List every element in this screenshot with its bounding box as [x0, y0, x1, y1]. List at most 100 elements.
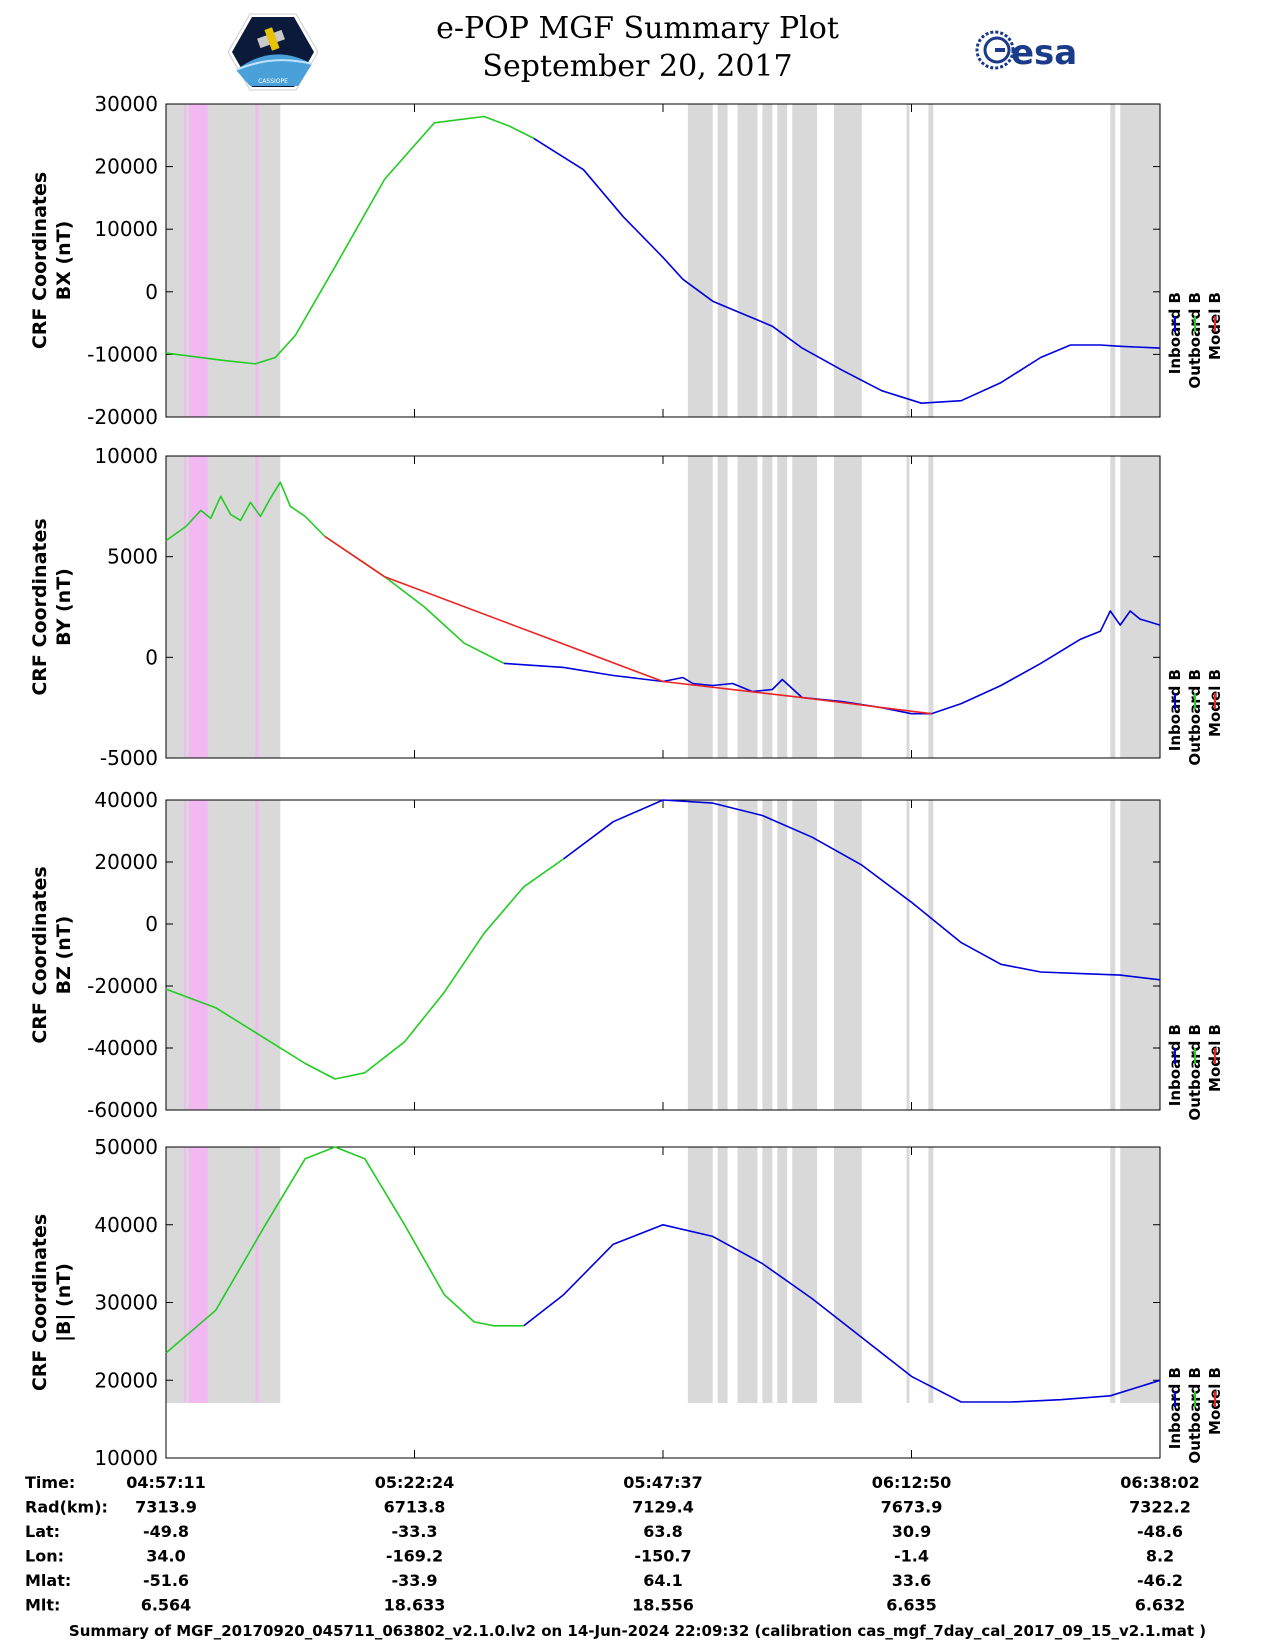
- table-cell: 04:57:11: [126, 1473, 206, 1492]
- series-line-model-b: [324, 535, 932, 715]
- y-tick-label: -20000: [87, 405, 158, 429]
- pink-band: [183, 800, 186, 1110]
- y-tick-label: 10000: [94, 444, 158, 468]
- table-cell: 18.633: [384, 1596, 446, 1615]
- shade-band: [928, 456, 934, 758]
- pink-band: [188, 456, 208, 758]
- shade-band: [792, 1147, 818, 1403]
- shade-band: [1120, 1147, 1160, 1403]
- pink-band: [255, 104, 259, 417]
- esa-logo-text: esa: [1011, 33, 1077, 73]
- pink-band: [188, 104, 208, 417]
- table-cell: 6.635: [886, 1596, 937, 1615]
- shade-band: [777, 1147, 788, 1403]
- y-tick-label: 40000: [94, 788, 158, 812]
- axes-box: [165, 799, 1161, 1111]
- legend-label: Outboard B: [1186, 669, 1204, 766]
- cassiope-logo-text: CASSIOPE: [258, 78, 288, 85]
- plot-date: September 20, 2017: [482, 49, 793, 84]
- table-cell: 6.632: [1135, 1596, 1186, 1615]
- shade-band: [762, 1147, 773, 1403]
- table-cell: -33.9: [391, 1571, 437, 1590]
- y-axis-label: CRF Coordinates |B| (nT): [29, 1214, 75, 1391]
- pink-band: [188, 1147, 208, 1403]
- footer-summary: Summary of MGF_20170920_045711_063802_v2…: [68, 1622, 1207, 1640]
- table-row-label: Time:: [25, 1473, 75, 1492]
- y-tick-label: -20000: [87, 974, 158, 998]
- pink-band: [183, 104, 186, 417]
- legend-label: Outboard B: [1186, 1024, 1204, 1121]
- table-cell: 64.1: [643, 1571, 682, 1590]
- table-row-label: Lon:: [25, 1547, 64, 1566]
- shade-band: [1120, 800, 1160, 1110]
- shade-band: [166, 800, 281, 1110]
- series-line-inboard-b: [503, 610, 1161, 715]
- shade-band: [792, 104, 818, 417]
- shade-band: [1120, 456, 1160, 758]
- table-cell: 8.2: [1146, 1547, 1174, 1566]
- series-line-inboard-b: [563, 799, 1161, 981]
- table-cell: -46.2: [1137, 1571, 1183, 1590]
- shade-band: [687, 104, 713, 417]
- legend-label: Inboard B: [1166, 669, 1184, 751]
- shade-band: [833, 456, 862, 758]
- shade-band: [687, 800, 713, 1110]
- y-tick-label: 30000: [94, 1291, 158, 1315]
- esa-logo: esa: [975, 30, 1077, 73]
- table-cell: -33.3: [391, 1522, 437, 1541]
- series-line-outboard-b: [165, 858, 565, 1080]
- table-cell: -169.2: [386, 1547, 443, 1566]
- shade-band: [833, 104, 862, 417]
- table-row-label: Mlt:: [25, 1596, 60, 1615]
- y-tick-label: 0: [145, 912, 158, 936]
- shade-band: [687, 456, 713, 758]
- table-cell: 63.8: [643, 1522, 682, 1541]
- y-tick-label: 0: [145, 280, 158, 304]
- pink-band: [255, 800, 259, 1110]
- y-tick-label: 20000: [94, 1368, 158, 1392]
- table-cell: 18.556: [632, 1596, 694, 1615]
- table-cell: 6.564: [141, 1596, 192, 1615]
- axes-box: [165, 455, 1161, 759]
- table-cell: 34.0: [146, 1547, 185, 1566]
- shade-band: [906, 104, 910, 417]
- shade-band: [737, 1147, 758, 1403]
- shade-band: [717, 800, 728, 1110]
- shade-band: [762, 800, 773, 1110]
- table-cell: 05:47:37: [623, 1473, 703, 1492]
- table-cell: 7129.4: [632, 1498, 694, 1517]
- shade-band: [1110, 800, 1116, 1110]
- y-tick-label: -40000: [87, 1036, 158, 1060]
- shade-band: [928, 104, 934, 417]
- table-cell: 05:22:24: [375, 1473, 455, 1492]
- shade-band: [906, 1147, 910, 1403]
- table-cell: -150.7: [634, 1547, 691, 1566]
- shade-band: [737, 104, 758, 417]
- shade-band: [166, 104, 281, 417]
- y-tick-label: -60000: [87, 1098, 158, 1122]
- y-tick-label: 40000: [94, 1213, 158, 1237]
- legend-label: Inboard B: [1166, 1024, 1184, 1106]
- y-tick-label: 20000: [94, 850, 158, 874]
- shade-band: [928, 1147, 934, 1403]
- table-cell: -49.8: [143, 1522, 189, 1541]
- table-cell: -48.6: [1137, 1522, 1183, 1541]
- y-tick-label: -10000: [87, 342, 158, 366]
- title-block: e-POP MGF Summary Plot September 20, 201…: [0, 10, 1275, 86]
- axes-box: [165, 103, 1161, 418]
- shade-band: [777, 800, 788, 1110]
- shade-band: [777, 456, 788, 758]
- table-cell: 6713.8: [384, 1498, 446, 1517]
- shade-band: [792, 456, 818, 758]
- y-tick-label: -5000: [100, 746, 158, 770]
- shade-band: [717, 1147, 728, 1403]
- shade-band: [906, 800, 910, 1110]
- cassiope-logo: CASSIOPE: [228, 13, 318, 91]
- legend-label: Inboard B: [1166, 1367, 1184, 1449]
- table-row-label: Rad(km):: [25, 1498, 108, 1517]
- shade-band: [687, 1147, 713, 1403]
- pink-band: [183, 456, 186, 758]
- series-line-outboard-b: [165, 115, 535, 365]
- table-cell: 30.9: [892, 1522, 931, 1541]
- shade-band: [717, 456, 728, 758]
